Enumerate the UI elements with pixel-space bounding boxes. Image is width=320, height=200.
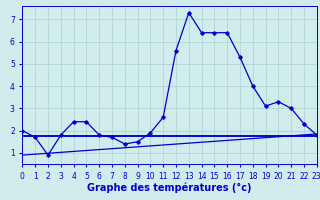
X-axis label: Graphe des températures (°c): Graphe des températures (°c) — [87, 182, 252, 193]
